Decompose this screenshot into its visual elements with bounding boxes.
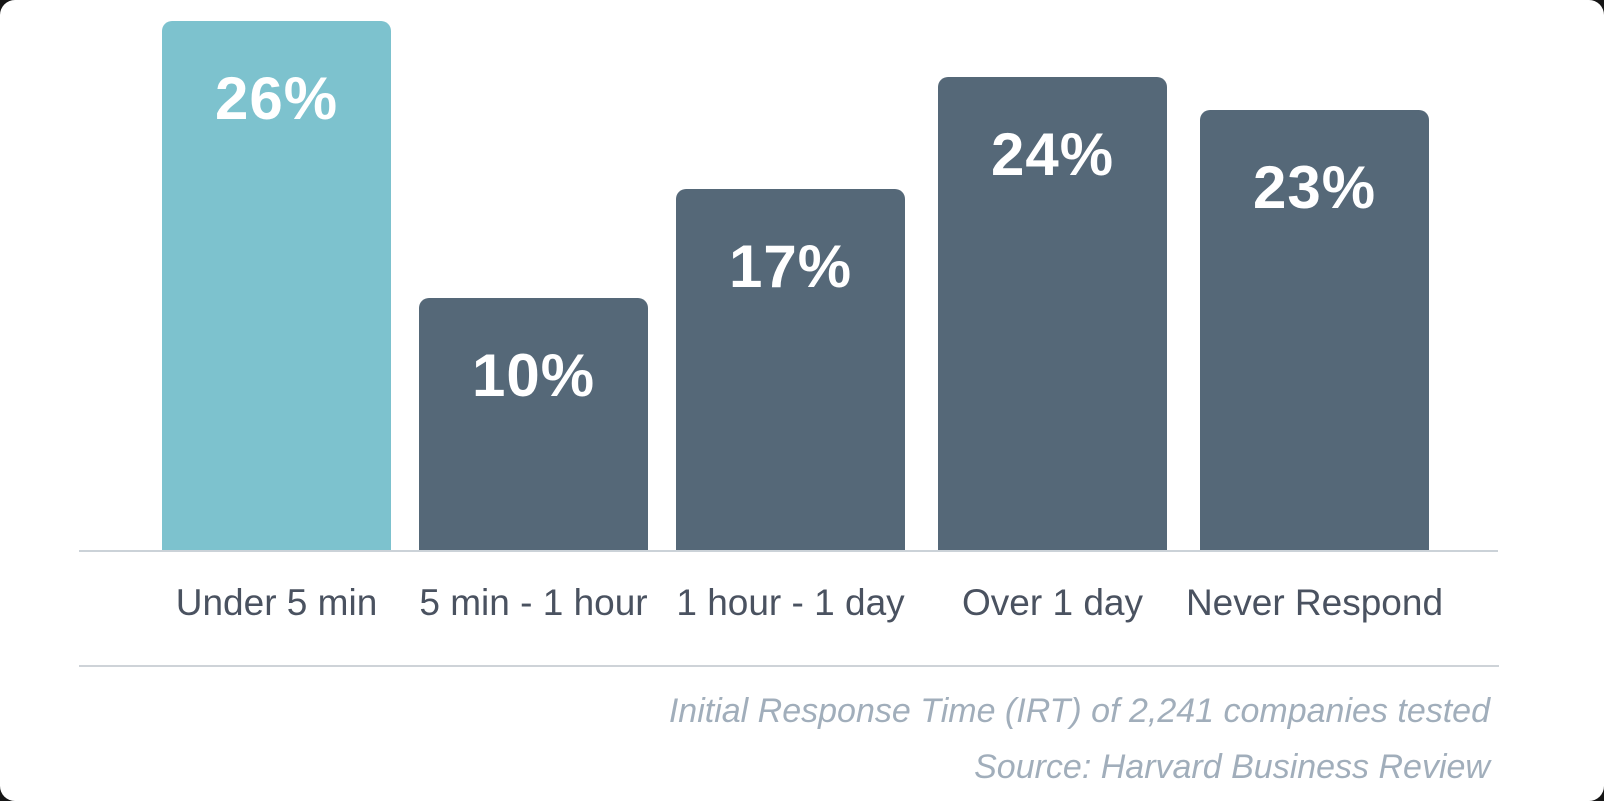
bar-value-label: 24% (990, 121, 1115, 188)
bar-value-label: 10% (471, 342, 596, 409)
x-axis-label-1-hour-1-day: 1 hour - 1 day (676, 582, 905, 623)
footer-divider (79, 665, 1499, 667)
caption-line-1: Initial Response Time (IRT) of 2,241 com… (668, 692, 1490, 730)
bar-never-respond: 23% (1200, 110, 1429, 551)
x-axis-label-5-min-1-hour: 5 min - 1 hour (419, 582, 648, 623)
x-axis-label-under-5-min: Under 5 min (175, 582, 378, 623)
bar-1-hour-1-day: 17% (676, 189, 905, 551)
bar-value-label: 26% (214, 65, 339, 132)
x-axis-line (79, 550, 1498, 552)
caption-line-2: Source: Harvard Business Review (974, 748, 1490, 786)
bar-value-label: 23% (1252, 154, 1377, 221)
bar-under-5-min: 26% (162, 21, 391, 551)
bar-over-1-day: 24% (938, 77, 1167, 551)
bar-5-min-1-hour: 10% (419, 298, 648, 551)
x-axis-label-over-1-day: Over 1 day (962, 582, 1143, 623)
x-axis-label-never-respond: Never Respond (1185, 582, 1444, 623)
bar-value-label: 17% (728, 233, 853, 300)
chart-caption: Initial Response Time (IRT) of 2,241 com… (669, 683, 1490, 795)
